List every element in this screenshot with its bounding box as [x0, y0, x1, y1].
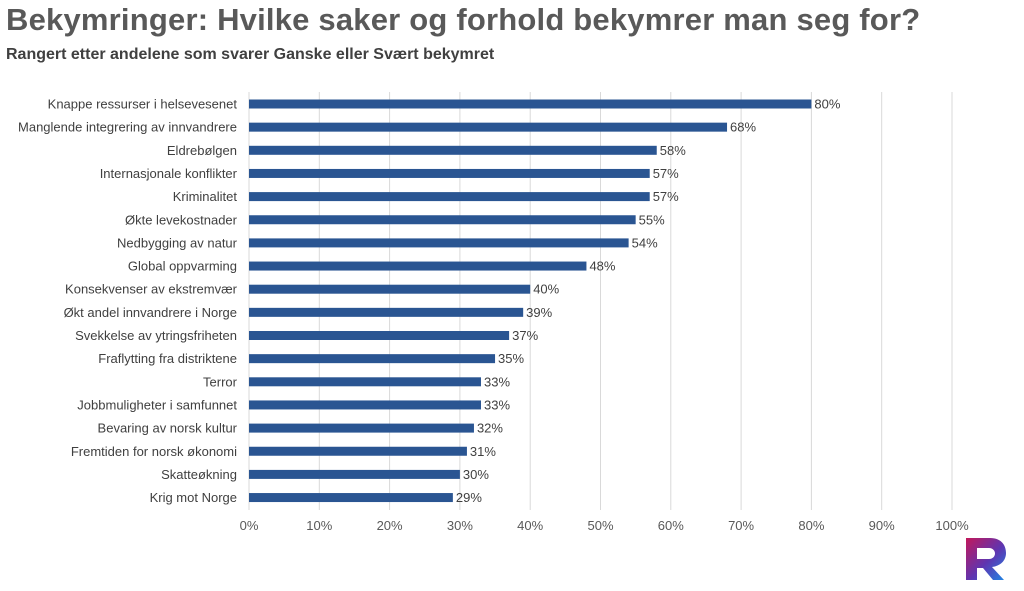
- data-label: 57%: [653, 166, 679, 181]
- bar: [249, 446, 467, 456]
- bar: [249, 122, 728, 132]
- data-label: 37%: [512, 328, 538, 343]
- category-label: Skatteøkning: [161, 467, 237, 482]
- bar: [249, 238, 629, 248]
- category-label: Kriminalitet: [173, 189, 238, 204]
- data-label: 33%: [484, 374, 510, 389]
- category-label: Konsekvenser av ekstremvær: [65, 282, 238, 297]
- chart-title: Bekymringer: Hvilke saker og forhold bek…: [6, 2, 921, 37]
- bar: [249, 145, 657, 155]
- bar: [249, 469, 460, 479]
- bar: [249, 423, 474, 433]
- data-label: 30%: [463, 467, 489, 482]
- x-tick-label: 80%: [798, 518, 824, 533]
- bar: [249, 215, 636, 225]
- bar: [249, 354, 496, 364]
- chart-subtitle: Rangert etter andelene som svarer Ganske…: [6, 46, 495, 63]
- data-label: 54%: [632, 235, 658, 250]
- category-label: Nedbygging av natur: [117, 235, 238, 250]
- category-label: Økt andel innvandrere i Norge: [64, 305, 237, 320]
- category-label: Fremtiden for norsk økonomi: [71, 444, 237, 459]
- bar: [249, 192, 650, 202]
- data-label: 58%: [660, 143, 686, 158]
- data-label: 40%: [533, 282, 559, 297]
- category-label: Manglende integrering av innvandrere: [18, 120, 237, 135]
- x-axis-tick-labels: 0% 10% 20% 30% 40% 50% 60% 70% 80% 90% 100%: [240, 518, 969, 533]
- category-label: Økte levekostnader: [125, 212, 238, 227]
- value-labels: 80% 68% 58% 57% 57% 55% 54% 48% 40% 39% 37% 35% 33% 3…: [456, 97, 841, 506]
- category-label: Eldrebølgen: [167, 143, 237, 158]
- r-logo-icon: [966, 538, 1006, 580]
- bar: [249, 261, 587, 271]
- category-labels: Knappe ressurser i helsevesenet Manglende…: [18, 97, 238, 506]
- bar: [249, 307, 524, 317]
- category-label: Svekkelse av ytringsfriheten: [75, 328, 237, 343]
- data-label: 32%: [477, 421, 503, 436]
- data-label: 57%: [653, 189, 679, 204]
- bar: [249, 99, 812, 109]
- bar: [249, 284, 531, 294]
- x-tick-label: 90%: [869, 518, 895, 533]
- x-tick-label: 70%: [728, 518, 754, 533]
- data-label: 55%: [639, 212, 665, 227]
- bar: [249, 168, 650, 178]
- x-tick-label: 100%: [935, 518, 969, 533]
- data-label: 31%: [470, 444, 496, 459]
- x-tick-label: 30%: [447, 518, 473, 533]
- gridlines: [248, 92, 953, 510]
- category-label: Terror: [203, 374, 238, 389]
- category-label: Jobbmuligheter i samfunnet: [77, 397, 237, 412]
- data-label: 29%: [456, 490, 482, 505]
- x-tick-label: 20%: [377, 518, 403, 533]
- bar: [249, 377, 481, 387]
- x-tick-label: 0%: [240, 518, 259, 533]
- bar: [249, 331, 510, 340]
- data-label: 68%: [730, 120, 756, 135]
- x-tick-label: 60%: [658, 518, 684, 533]
- category-label: Global oppvarming: [128, 259, 237, 274]
- category-label: Internasjonale konflikter: [100, 166, 238, 181]
- category-label: Krig mot Norge: [150, 490, 237, 505]
- x-tick-label: 50%: [587, 518, 613, 533]
- data-label: 33%: [484, 397, 510, 412]
- bar: [249, 493, 453, 503]
- x-tick-label: 10%: [306, 518, 332, 533]
- bar: [249, 400, 481, 410]
- data-label: 39%: [526, 305, 552, 320]
- category-label: Knappe ressurser i helsevesenet: [48, 97, 238, 112]
- data-label: 35%: [498, 351, 524, 366]
- data-label: 48%: [589, 259, 615, 274]
- bars: [249, 99, 812, 503]
- x-tick-label: 40%: [517, 518, 543, 533]
- data-label: 80%: [814, 97, 840, 112]
- category-label: Bevaring av norsk kultur: [98, 421, 238, 436]
- category-label: Fraflytting fra distriktene: [98, 351, 237, 366]
